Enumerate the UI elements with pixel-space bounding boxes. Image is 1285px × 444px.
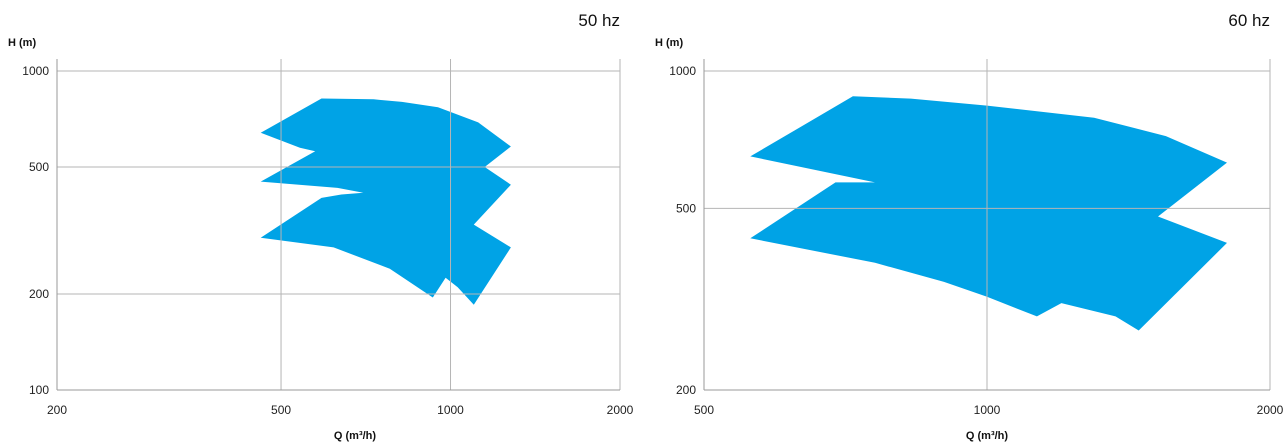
chart-title: 60 hz: [1228, 11, 1270, 30]
y-axis-label: H (m): [655, 37, 683, 49]
operating-range-area-60hz: [750, 96, 1227, 331]
x-tick-label: 2000: [1257, 403, 1284, 417]
chart-title: 50 hz: [578, 11, 620, 30]
chart-60hz: 500 1000 2000 200 500 1000 60 hz H (m) Q (m³/h): [655, 11, 1284, 442]
chart-panel-50hz: 200 500 1000 2000 100 200 500 1000 50 hz H (m) Q (…: [0, 0, 640, 444]
x-tick-label: 500: [271, 403, 291, 417]
x-tick-label: 200: [47, 403, 67, 417]
x-tick-label: 2000: [607, 403, 634, 417]
y-tick-label: 100: [29, 383, 49, 397]
chart-panel-60hz: 500 1000 2000 200 500 1000 60 hz H (m) Q (m³/h): [645, 0, 1285, 444]
y-tick-label: 500: [676, 201, 696, 215]
x-tick-label: 500: [694, 403, 714, 417]
y-tick-label: 200: [676, 383, 696, 397]
y-tick-label: 1000: [669, 64, 696, 78]
operating-range-area-50hz: [260, 98, 511, 305]
chart-50hz: 200 500 1000 2000 100 200 500 1000 50 hz H (m) Q (…: [8, 11, 634, 442]
x-axis-label: Q (m³/h): [334, 430, 376, 442]
y-tick-label: 200: [29, 287, 49, 301]
x-axis-label: Q (m³/h): [966, 430, 1008, 442]
x-tick-label: 1000: [437, 403, 464, 417]
x-tick-label: 1000: [974, 403, 1001, 417]
y-tick-label: 500: [29, 160, 49, 174]
y-tick-label: 1000: [22, 64, 49, 78]
y-axis-label: H (m): [8, 37, 36, 49]
